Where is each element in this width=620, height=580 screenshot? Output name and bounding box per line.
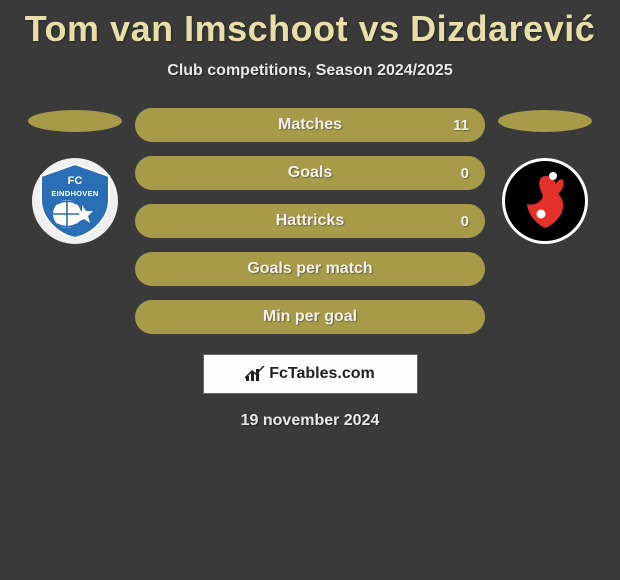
brand-text: FcTables.com	[269, 365, 375, 383]
stat-row-hattricks: Hattricks 0	[135, 204, 485, 238]
watermark: FcTables.com	[203, 354, 418, 394]
stat-label: Hattricks	[137, 212, 483, 230]
club-badge-right	[502, 158, 588, 244]
helmond-sport-logo-icon	[513, 166, 577, 236]
date-label: 19 november 2024	[0, 412, 620, 430]
bar-chart-icon	[245, 366, 265, 382]
comparison-panel: FC EINDHOVEN Matches 11 Goals 0 Hattrick…	[0, 108, 620, 334]
page-title: Tom van Imschoot vs Dizdarević	[0, 0, 620, 50]
fc-eindhoven-logo-icon: FC EINDHOVEN	[35, 162, 115, 240]
club-badge-left: FC EINDHOVEN	[32, 158, 118, 244]
stat-row-min-per-goal: Min per goal	[135, 300, 485, 334]
stats-column: Matches 11 Goals 0 Hattricks 0 Goals per…	[135, 108, 485, 334]
left-player-column: FC EINDHOVEN	[15, 108, 135, 334]
stat-label: Min per goal	[137, 308, 483, 326]
stat-row-matches: Matches 11	[135, 108, 485, 142]
brand-label: FcTables.com	[245, 365, 375, 383]
right-player-column	[485, 108, 605, 334]
stat-value-right: 11	[453, 117, 469, 134]
stat-label: Goals	[137, 164, 483, 182]
player-shadow-left	[28, 110, 122, 132]
svg-text:EINDHOVEN: EINDHOVEN	[51, 189, 98, 198]
stat-row-goals-per-match: Goals per match	[135, 252, 485, 286]
subtitle: Club competitions, Season 2024/2025	[0, 62, 620, 80]
stat-label: Matches	[137, 116, 483, 134]
svg-text:FC: FC	[68, 175, 83, 187]
stat-label: Goals per match	[137, 260, 483, 278]
stat-row-goals: Goals 0	[135, 156, 485, 190]
player-shadow-right	[498, 110, 592, 132]
stat-value-right: 0	[461, 165, 469, 182]
stat-value-right: 0	[461, 213, 469, 230]
